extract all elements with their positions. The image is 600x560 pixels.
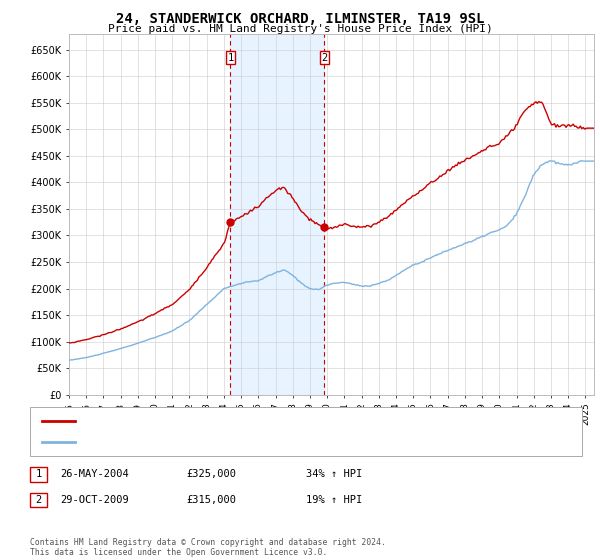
Text: £315,000: £315,000 xyxy=(186,495,236,505)
Text: 24, STANDERWICK ORCHARD, ILMINSTER, TA19 9SL (detached house): 24, STANDERWICK ORCHARD, ILMINSTER, TA19… xyxy=(84,417,435,426)
Text: HPI: Average price, detached house, Somerset: HPI: Average price, detached house, Some… xyxy=(84,438,337,447)
Bar xyxy=(230,34,324,395)
Text: 1: 1 xyxy=(35,469,41,479)
Text: 24, STANDERWICK ORCHARD, ILMINSTER, TA19 9SL: 24, STANDERWICK ORCHARD, ILMINSTER, TA19… xyxy=(116,12,484,26)
Text: 34% ↑ HPI: 34% ↑ HPI xyxy=(306,469,362,479)
Text: 1: 1 xyxy=(227,53,233,63)
Text: £325,000: £325,000 xyxy=(186,469,236,479)
Text: Contains HM Land Registry data © Crown copyright and database right 2024.
This d: Contains HM Land Registry data © Crown c… xyxy=(30,538,386,557)
Text: 2: 2 xyxy=(35,495,41,505)
Text: 26-MAY-2004: 26-MAY-2004 xyxy=(60,469,129,479)
Text: 29-OCT-2009: 29-OCT-2009 xyxy=(60,495,129,505)
Text: 2: 2 xyxy=(321,53,328,63)
Text: 19% ↑ HPI: 19% ↑ HPI xyxy=(306,495,362,505)
Text: Price paid vs. HM Land Registry's House Price Index (HPI): Price paid vs. HM Land Registry's House … xyxy=(107,24,493,34)
